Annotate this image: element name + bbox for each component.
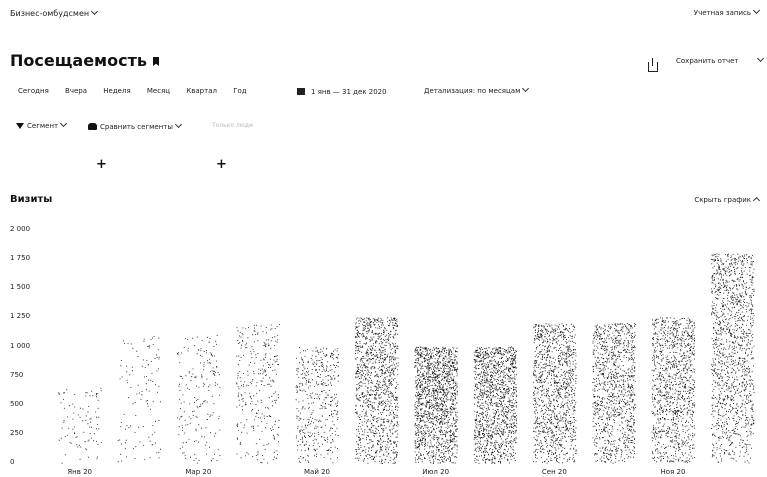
account-switcher[interactable]: Бизнес-омбудсмен bbox=[10, 7, 99, 18]
bar-Сен 20[interactable] bbox=[533, 323, 577, 464]
bar-Апр 20[interactable] bbox=[236, 324, 280, 464]
y-tick-label: 250 bbox=[10, 428, 24, 437]
period-bar: Сегодня Вчера Неделя Месяц Квартал Год bbox=[18, 87, 247, 95]
bar-Янв 20[interactable] bbox=[58, 387, 102, 464]
chart-title: Визиты bbox=[10, 194, 53, 205]
y-tick-label: 1 250 bbox=[10, 312, 31, 321]
bar-dots bbox=[295, 347, 340, 464]
x-tick-label: Ноя 20 bbox=[660, 468, 686, 476]
save-report-button[interactable]: Сохранить отчет bbox=[676, 57, 738, 65]
bar-dots bbox=[58, 387, 102, 464]
date-range-picker[interactable]: 1 янв — 31 дек 2020 bbox=[297, 87, 387, 96]
people-icon bbox=[88, 123, 97, 130]
y-tick-label: 1 750 bbox=[10, 254, 31, 263]
period-yesterday[interactable]: Вчера bbox=[65, 87, 88, 95]
save-report-label: Сохранить отчет bbox=[676, 57, 739, 65]
bar-Фев 20[interactable] bbox=[117, 336, 161, 463]
calendar-icon bbox=[297, 88, 305, 95]
bar-dots bbox=[236, 324, 280, 464]
y-tick-label: 2 000 bbox=[10, 225, 31, 233]
bar-dots bbox=[473, 346, 518, 464]
segment-label: Сегмент bbox=[27, 122, 59, 130]
bar-Ноя 20[interactable] bbox=[651, 317, 696, 464]
add-metric-icon[interactable]: + bbox=[96, 157, 107, 172]
y-tick-label: 0 bbox=[10, 458, 15, 466]
y-tick-label: 1 000 bbox=[10, 341, 31, 350]
faint-hint: Только люди bbox=[212, 122, 253, 129]
bookmark-icon[interactable] bbox=[153, 57, 159, 66]
date-range-label: 1 янв — 31 дек 2020 bbox=[311, 88, 387, 96]
hide-chart-label: Скрыть график bbox=[694, 196, 751, 204]
period-today[interactable]: Сегодня bbox=[18, 87, 49, 95]
y-tick-label: 1 500 bbox=[10, 283, 31, 292]
detail-label: Детализация: по месяцам bbox=[424, 87, 521, 95]
segment-button[interactable]: Сегмент bbox=[16, 119, 68, 130]
filter-icon bbox=[16, 123, 24, 129]
y-tick-label: 750 bbox=[10, 370, 24, 379]
x-tick-label: Сен 20 bbox=[541, 468, 567, 476]
add-grouping-icon[interactable]: + bbox=[216, 157, 227, 172]
period-quarter[interactable]: Квартал bbox=[186, 87, 217, 95]
bar-Дек 20[interactable] bbox=[711, 253, 755, 464]
x-tick-label: Мар 20 bbox=[185, 468, 212, 476]
account-label: Бизнес-омбудсмен bbox=[10, 9, 90, 18]
hide-chart-button[interactable]: Скрыть график bbox=[694, 196, 761, 205]
bar-dots bbox=[711, 253, 755, 464]
bar-Авг 20[interactable] bbox=[473, 346, 518, 464]
user-menu[interactable]: Учетная запись bbox=[693, 6, 761, 17]
bar-dots bbox=[177, 335, 221, 464]
bar-Мар 20[interactable] bbox=[177, 335, 221, 464]
bar-dots bbox=[355, 317, 399, 464]
bar-dots bbox=[651, 317, 696, 464]
compare-segments-button[interactable]: Сравнить сегменты bbox=[88, 120, 182, 131]
period-week[interactable]: Неделя bbox=[103, 87, 131, 95]
page-title: Посещаемость bbox=[10, 51, 147, 70]
compare-label: Сравнить сегменты bbox=[100, 123, 173, 131]
bar-Июн 20[interactable] bbox=[355, 317, 399, 464]
bar-dots bbox=[117, 336, 161, 463]
period-year[interactable]: Год bbox=[233, 87, 247, 95]
bar-Май 20[interactable] bbox=[295, 347, 340, 464]
bar-dots bbox=[414, 346, 458, 464]
detail-dropdown[interactable]: Детализация: по месяцам bbox=[424, 84, 530, 95]
x-tick-label: Май 20 bbox=[303, 468, 330, 476]
bar-Окт 20[interactable] bbox=[592, 323, 636, 464]
x-tick-label: Июл 20 bbox=[422, 468, 450, 476]
x-tick-label: Янв 20 bbox=[67, 468, 92, 476]
bar-dots bbox=[533, 323, 577, 464]
period-month[interactable]: Месяц bbox=[146, 87, 171, 95]
share-icon[interactable] bbox=[648, 58, 658, 72]
bar-Июл 20[interactable] bbox=[414, 346, 458, 464]
bar-dots bbox=[592, 323, 636, 464]
y-tick-label: 500 bbox=[10, 399, 24, 408]
page-title-wrap: Посещаемость bbox=[10, 51, 159, 70]
user-menu-label: Учетная запись bbox=[693, 9, 751, 17]
